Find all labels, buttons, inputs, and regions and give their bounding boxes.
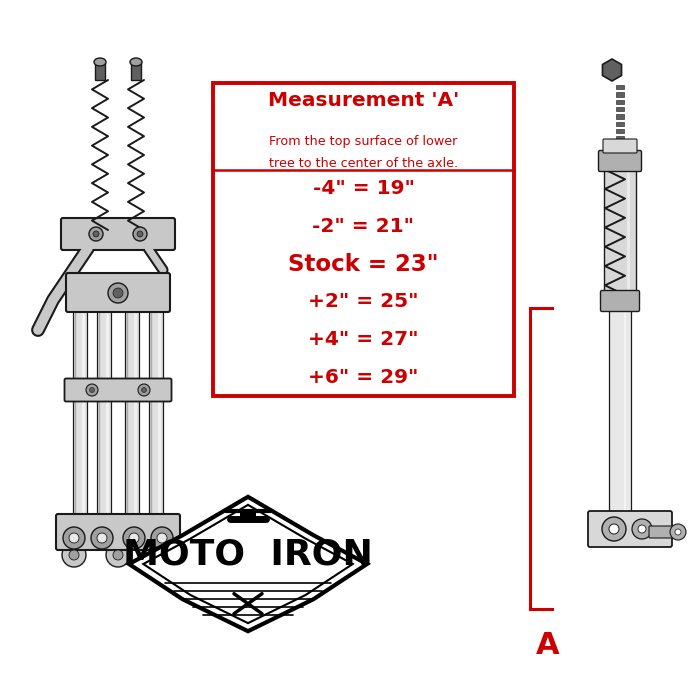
Text: From the top surface of lower: From the top surface of lower [270, 135, 458, 148]
Circle shape [670, 524, 686, 540]
FancyBboxPatch shape [61, 218, 175, 250]
Bar [609, 310, 631, 515]
Circle shape [108, 283, 128, 303]
Ellipse shape [130, 58, 142, 66]
Circle shape [675, 529, 681, 535]
Circle shape [632, 519, 652, 539]
Circle shape [138, 384, 150, 396]
Circle shape [69, 550, 79, 560]
Circle shape [129, 533, 139, 543]
Circle shape [89, 227, 103, 241]
FancyBboxPatch shape [603, 139, 637, 153]
FancyBboxPatch shape [64, 379, 172, 402]
Bar [616, 85, 624, 90]
Text: A: A [536, 631, 560, 660]
Circle shape [150, 543, 174, 567]
Circle shape [93, 231, 99, 237]
Bar [125, 310, 139, 518]
Circle shape [62, 543, 86, 567]
Text: MOTO  IRON: MOTO IRON [123, 538, 373, 571]
Circle shape [141, 388, 146, 393]
FancyBboxPatch shape [598, 150, 641, 172]
Bar [616, 158, 624, 162]
Text: Stock = 23": Stock = 23" [288, 253, 439, 276]
FancyBboxPatch shape [56, 514, 180, 550]
Bar [604, 170, 636, 295]
Polygon shape [129, 497, 367, 631]
Circle shape [91, 527, 113, 549]
Circle shape [602, 517, 626, 541]
Circle shape [113, 550, 123, 560]
FancyBboxPatch shape [588, 511, 672, 547]
Text: +2" = 25": +2" = 25" [308, 293, 419, 312]
Bar [616, 136, 624, 141]
Bar [131, 62, 141, 80]
FancyBboxPatch shape [649, 526, 676, 538]
Text: +4" = 27": +4" = 27" [308, 330, 419, 349]
Text: +6" = 29": +6" = 29" [308, 368, 419, 386]
FancyBboxPatch shape [601, 290, 640, 312]
Bar [616, 122, 624, 126]
Bar [616, 144, 624, 148]
Bar [97, 310, 111, 518]
Circle shape [69, 533, 79, 543]
Text: tree to the center of the axle.: tree to the center of the axle. [269, 157, 458, 170]
Circle shape [90, 388, 95, 393]
Circle shape [123, 527, 145, 549]
Bar [616, 92, 624, 97]
Text: -2" = 21": -2" = 21" [312, 217, 414, 236]
Circle shape [638, 525, 646, 533]
Circle shape [157, 550, 167, 560]
Bar [616, 166, 624, 170]
Circle shape [157, 533, 167, 543]
Circle shape [63, 527, 85, 549]
Bar [95, 62, 105, 80]
Circle shape [151, 527, 173, 549]
Circle shape [106, 543, 130, 567]
Bar [213, 83, 514, 396]
Bar [616, 107, 624, 111]
Bar [240, 511, 256, 519]
Circle shape [133, 227, 147, 241]
Ellipse shape [94, 58, 106, 66]
Bar [73, 310, 87, 518]
Circle shape [137, 231, 143, 237]
Text: -4" = 19": -4" = 19" [313, 179, 414, 198]
Circle shape [86, 384, 98, 396]
Bar [616, 151, 624, 155]
Bar [616, 99, 624, 104]
Circle shape [609, 524, 619, 534]
Text: Measurement 'A': Measurement 'A' [268, 91, 459, 110]
FancyBboxPatch shape [66, 273, 170, 312]
Bar [149, 310, 163, 518]
Bar [616, 129, 624, 133]
Circle shape [113, 288, 123, 298]
Bar [616, 114, 624, 119]
Circle shape [97, 533, 107, 543]
